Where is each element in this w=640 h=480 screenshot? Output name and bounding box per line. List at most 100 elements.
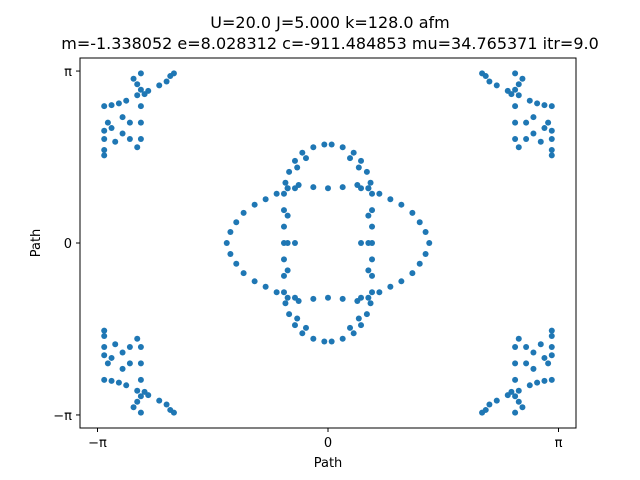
data-point bbox=[295, 298, 302, 305]
data-point bbox=[101, 343, 108, 350]
data-point bbox=[387, 283, 394, 290]
data-point bbox=[299, 149, 306, 156]
data-point bbox=[358, 322, 365, 329]
data-point bbox=[310, 295, 317, 302]
data-point bbox=[515, 81, 522, 88]
data-point bbox=[137, 376, 144, 383]
y-axis-label: Path bbox=[29, 229, 44, 258]
data-point bbox=[282, 179, 289, 186]
data-point bbox=[367, 179, 374, 186]
data-point bbox=[534, 100, 541, 107]
data-point bbox=[365, 185, 372, 192]
data-point bbox=[302, 155, 309, 162]
data-point bbox=[358, 157, 365, 164]
data-point bbox=[137, 103, 144, 110]
data-point bbox=[101, 136, 108, 143]
data-point bbox=[108, 354, 115, 361]
data-point bbox=[548, 376, 555, 383]
data-point bbox=[284, 267, 291, 274]
data-point bbox=[537, 341, 544, 348]
data-point bbox=[347, 155, 354, 162]
data-point bbox=[280, 223, 287, 230]
data-point bbox=[280, 272, 287, 279]
y-axis-ticks: −π 0 π bbox=[53, 65, 80, 424]
data-point bbox=[545, 360, 552, 367]
data-point bbox=[284, 240, 291, 246]
data-point bbox=[512, 393, 519, 400]
data-point bbox=[286, 311, 293, 318]
x-tick-label: 0 bbox=[324, 436, 332, 451]
data-point bbox=[512, 409, 519, 416]
data-point bbox=[163, 78, 170, 85]
data-point bbox=[339, 144, 346, 151]
data-point bbox=[523, 119, 530, 126]
data-point bbox=[262, 196, 269, 203]
data-point bbox=[376, 190, 383, 197]
data-point bbox=[291, 322, 298, 329]
data-point bbox=[363, 311, 370, 318]
data-point bbox=[126, 136, 133, 143]
data-point bbox=[354, 181, 361, 188]
data-point bbox=[163, 401, 170, 408]
data-point bbox=[280, 207, 287, 214]
data-point bbox=[512, 343, 519, 350]
data-point bbox=[130, 404, 137, 411]
data-point bbox=[422, 250, 429, 257]
data-point bbox=[548, 103, 555, 110]
data-point bbox=[227, 250, 234, 257]
data-point bbox=[284, 212, 291, 219]
y-tick-label: −π bbox=[53, 409, 72, 424]
data-point bbox=[548, 327, 555, 334]
data-point bbox=[508, 388, 515, 395]
data-point bbox=[280, 289, 287, 296]
data-point bbox=[227, 229, 234, 236]
x-tick-label: −π bbox=[88, 436, 107, 451]
data-point bbox=[523, 136, 530, 143]
data-point bbox=[426, 240, 433, 246]
data-point bbox=[223, 240, 230, 246]
data-point bbox=[123, 382, 130, 389]
data-point bbox=[284, 294, 291, 301]
data-point bbox=[240, 270, 247, 277]
data-point bbox=[280, 256, 287, 263]
data-point bbox=[365, 212, 372, 219]
data-point bbox=[537, 138, 544, 145]
data-point bbox=[101, 146, 108, 153]
data-point bbox=[354, 298, 361, 305]
data-point bbox=[310, 335, 317, 342]
data-point bbox=[123, 97, 130, 104]
data-point bbox=[295, 181, 302, 188]
data-point bbox=[130, 75, 137, 82]
data-point bbox=[134, 387, 141, 394]
x-tick-label: π bbox=[555, 436, 563, 451]
data-point bbox=[515, 92, 522, 99]
data-point bbox=[486, 401, 493, 408]
data-point bbox=[119, 365, 126, 372]
data-point bbox=[365, 240, 372, 246]
data-point bbox=[141, 388, 148, 395]
data-point bbox=[294, 164, 301, 171]
data-point bbox=[512, 360, 519, 367]
data-point bbox=[398, 201, 405, 208]
data-point bbox=[119, 349, 126, 356]
data-point bbox=[112, 341, 119, 348]
data-point bbox=[282, 300, 289, 307]
data-point bbox=[369, 289, 376, 296]
data-point bbox=[365, 267, 372, 274]
data-point bbox=[493, 397, 500, 404]
data-point bbox=[409, 209, 416, 216]
data-point bbox=[515, 335, 522, 342]
data-point bbox=[273, 289, 280, 296]
data-point bbox=[108, 102, 115, 109]
data-point bbox=[112, 138, 119, 145]
data-point bbox=[286, 168, 293, 175]
data-point bbox=[534, 379, 541, 386]
data-point bbox=[479, 409, 486, 416]
data-point bbox=[233, 219, 240, 226]
data-point bbox=[325, 185, 331, 192]
data-point bbox=[548, 352, 555, 359]
data-point bbox=[548, 343, 555, 350]
data-point bbox=[137, 119, 144, 126]
data-point bbox=[541, 377, 548, 384]
